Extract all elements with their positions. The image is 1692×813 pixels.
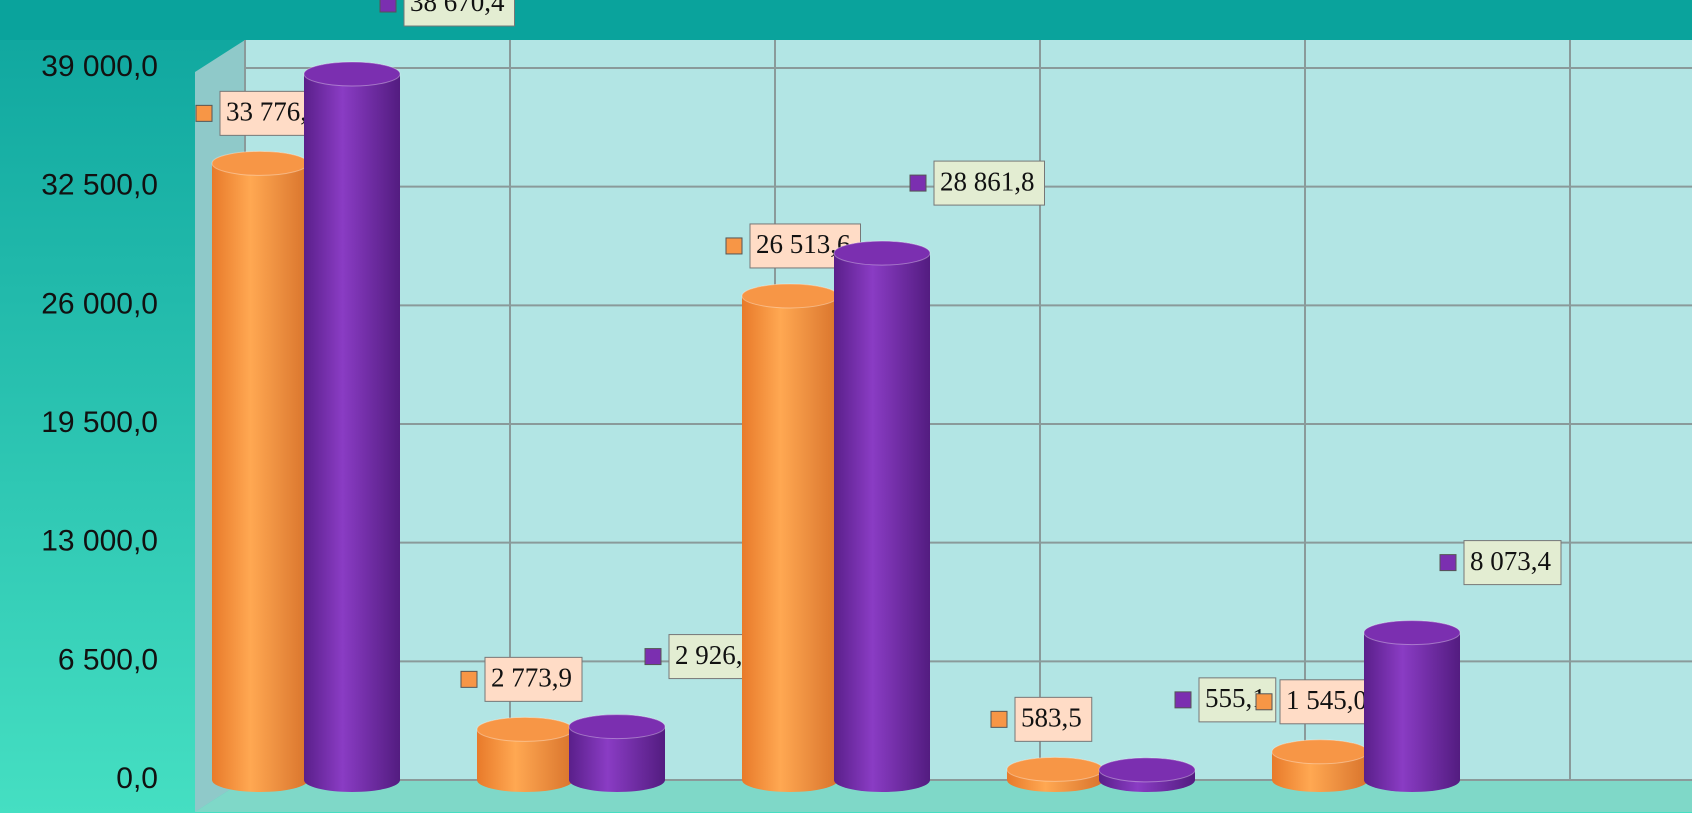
bar [1364,620,1460,792]
label-box [1463,540,1562,586]
label-box [933,160,1045,206]
bar-top [1363,620,1461,646]
label-marker [909,174,927,192]
label-marker [644,648,662,666]
label-box [1279,679,1378,725]
value-label: 2 773,9 [491,663,572,693]
label-box [1014,696,1093,742]
label-marker [195,104,213,122]
label-marker [379,0,397,13]
bar [304,62,400,792]
bar-top [1098,757,1196,783]
label-box [484,656,583,702]
value-label: 8 073,4 [1470,546,1552,576]
bar-top [568,714,666,740]
plot-area [245,40,1692,780]
bar [742,283,838,792]
bar-top [833,240,931,266]
label-marker [460,670,478,688]
value-label: 38 670,4 [410,0,505,17]
y-tick-label: 0,0 [116,762,158,795]
label-marker [1174,691,1192,709]
y-tick-label: 19 500,0 [41,406,158,439]
y-tick-label: 32 500,0 [41,169,158,202]
bar-top [476,716,574,742]
y-tick-label: 26 000,0 [41,287,158,320]
floor [195,780,1692,812]
y-tick-label: 39 000,0 [41,50,158,83]
value-label: 28 861,8 [940,166,1035,196]
label-marker [1255,693,1273,711]
bar-top [211,150,309,176]
bar [212,151,308,793]
value-label: 583,5 [1021,703,1082,733]
label-box [403,0,515,27]
label-marker [990,710,1008,728]
label-marker [725,237,743,255]
bar [834,241,930,792]
bar-top [303,61,401,87]
bar-top [1271,739,1369,765]
y-tick-label: 13 000,0 [41,525,158,558]
bar-top [741,283,839,309]
header-band [0,0,1692,40]
y-tick-label: 6 500,0 [58,643,158,676]
label-marker [1439,554,1457,572]
bar-top [1006,756,1104,782]
value-label: 1 545,0 [1286,685,1367,715]
